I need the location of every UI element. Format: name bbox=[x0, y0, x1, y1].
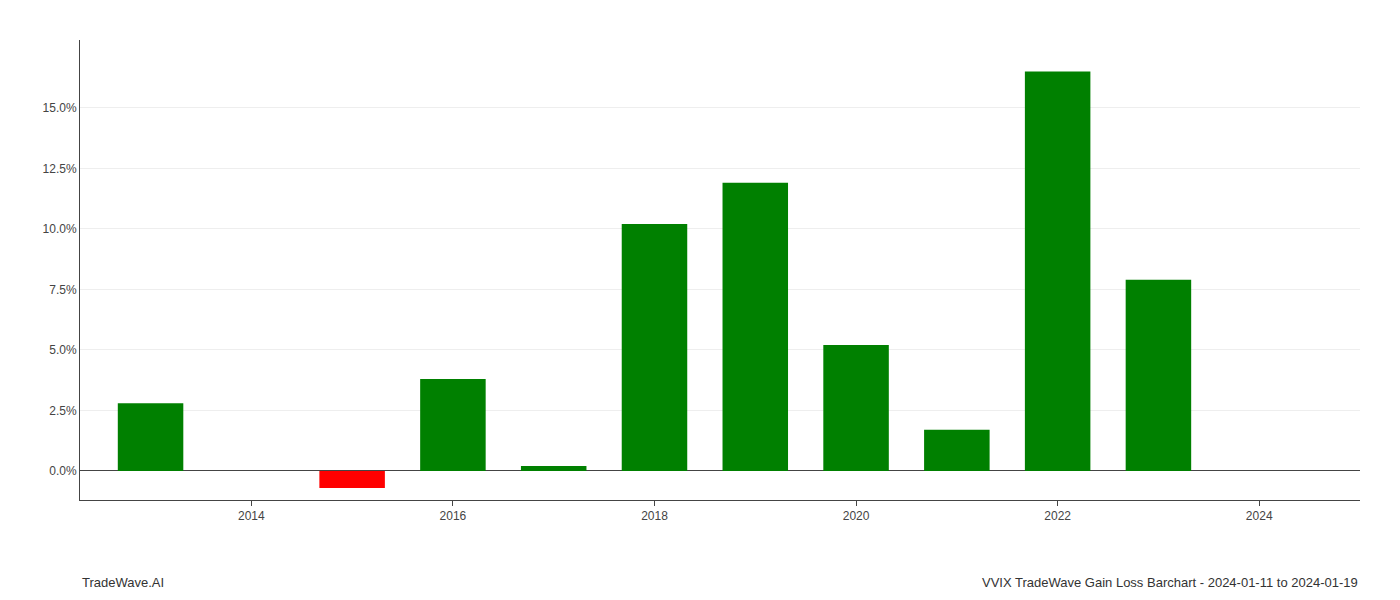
svg-text:2022: 2022 bbox=[1044, 509, 1071, 523]
svg-text:TradeWave.AI: TradeWave.AI bbox=[82, 575, 164, 590]
svg-text:2020: 2020 bbox=[843, 509, 870, 523]
svg-text:10.0%: 10.0% bbox=[43, 222, 77, 236]
svg-text:7.5%: 7.5% bbox=[49, 283, 77, 297]
svg-text:15.0%: 15.0% bbox=[43, 101, 77, 115]
svg-text:2.5%: 2.5% bbox=[49, 404, 77, 418]
svg-text:2016: 2016 bbox=[440, 509, 467, 523]
svg-text:2018: 2018 bbox=[641, 509, 668, 523]
svg-text:VVIX TradeWave Gain Loss Barch: VVIX TradeWave Gain Loss Barchart - 2024… bbox=[982, 575, 1358, 590]
svg-text:2024: 2024 bbox=[1246, 509, 1273, 523]
svg-text:5.0%: 5.0% bbox=[49, 343, 77, 357]
svg-text:12.5%: 12.5% bbox=[43, 162, 77, 176]
svg-text:0.0%: 0.0% bbox=[49, 464, 77, 478]
svg-text:2014: 2014 bbox=[238, 509, 265, 523]
